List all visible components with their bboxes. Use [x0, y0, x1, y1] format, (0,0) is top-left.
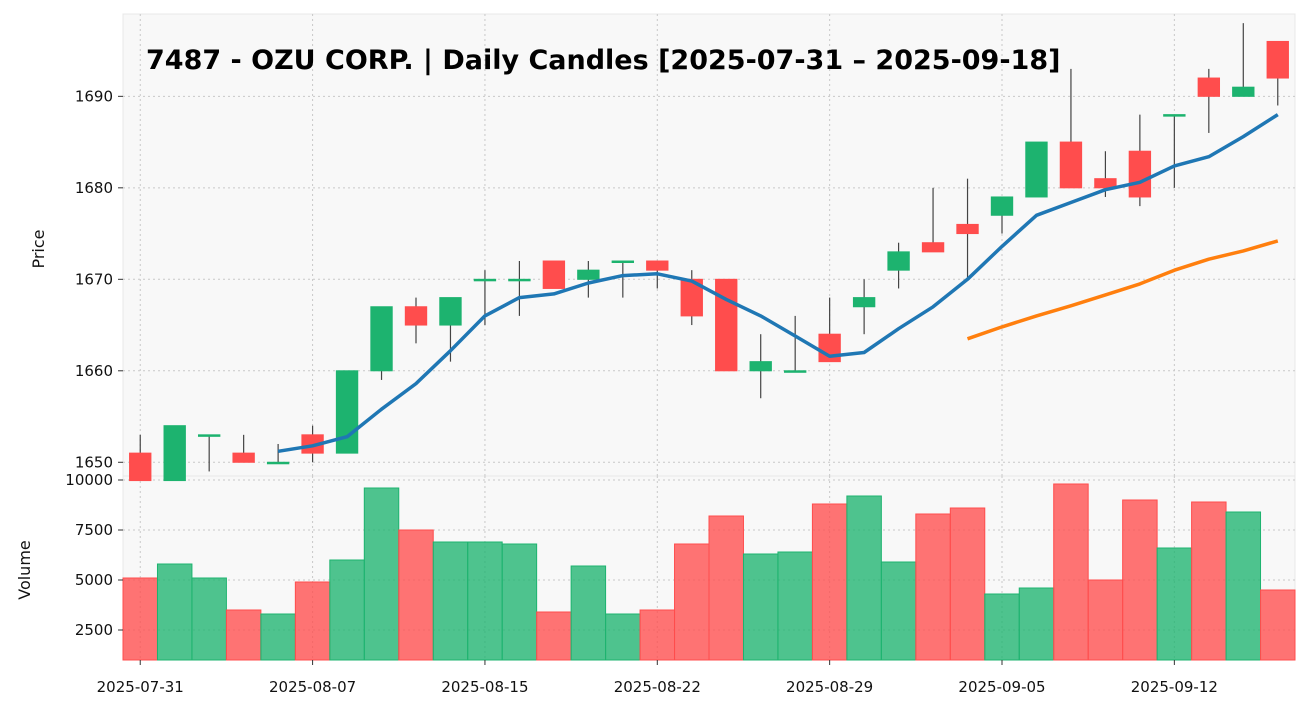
candle-body	[508, 278, 531, 282]
volume-bar	[329, 559, 365, 661]
volume-axis-ticks: 2500 5000 7500 10000	[65, 471, 123, 639]
volume-bar	[880, 561, 917, 661]
candle-body	[1197, 77, 1221, 97]
candle-body	[404, 306, 428, 326]
x-tick-label: 2025-08-22	[614, 678, 701, 696]
volume-bar	[260, 613, 296, 661]
volume-bar	[1087, 579, 1124, 661]
candle-body	[542, 260, 566, 289]
volume-bar	[1018, 587, 1055, 661]
volume-tick-label: 5000	[75, 571, 113, 589]
volume-bar	[1191, 501, 1227, 661]
volume-bar	[501, 543, 538, 661]
price-tick-label: 1690	[75, 87, 113, 105]
candle-body	[473, 278, 497, 282]
price-axis-title: Price	[29, 229, 48, 268]
x-tick-label: 2025-08-15	[441, 678, 528, 696]
candle-body	[1059, 141, 1083, 189]
ma-short-line	[277, 113, 1279, 454]
candle-body	[335, 370, 359, 454]
candle-body	[129, 452, 152, 482]
candle-body	[956, 223, 979, 235]
candle-body	[1232, 86, 1255, 97]
x-tick-label: 2025-08-29	[786, 678, 873, 696]
volume-bar	[225, 609, 262, 661]
candle-body	[783, 370, 807, 373]
volume-bar	[915, 513, 951, 661]
volume-bar	[777, 551, 813, 661]
candle-body	[1128, 150, 1152, 198]
volume-bar	[984, 593, 1020, 661]
candle-body	[1025, 141, 1048, 198]
volume-bar	[846, 495, 882, 661]
volume-bar	[467, 541, 503, 661]
volume-bar	[949, 507, 986, 661]
chart-title: 7487 - OZU CORP. | Daily Candles [2025-0…	[146, 45, 1060, 76]
candle-body	[370, 306, 393, 372]
x-axis-ticks: 2025-07-31 2025-08-07 2025-08-15 2025-08-22…	[97, 660, 1218, 696]
volume-tick-label: 7500	[75, 521, 113, 539]
candle-body	[990, 196, 1014, 216]
candle-body	[577, 269, 600, 280]
candle-body	[1094, 178, 1117, 189]
volume-bar	[122, 577, 158, 661]
price-axis-ticks: 1650 1660 1670 1680 1690	[75, 87, 123, 471]
volume-axis-title: Volume	[15, 540, 34, 600]
candle-body	[887, 251, 910, 271]
candle-body	[749, 361, 772, 372]
volume-bar	[363, 487, 400, 661]
price-grid	[123, 14, 1295, 476]
price-tick-label: 1660	[75, 362, 113, 380]
volume-bar	[294, 581, 331, 661]
volume-bar	[1156, 547, 1193, 661]
volume-bar	[1122, 499, 1158, 661]
candles	[129, 23, 1289, 482]
price-tick-label: 1680	[75, 179, 113, 197]
x-tick-label: 2025-07-31	[97, 678, 184, 696]
candle-body	[266, 461, 290, 465]
volume-bar	[605, 613, 641, 661]
volume-tick-label: 10000	[65, 471, 113, 489]
volume-bar	[1053, 483, 1089, 661]
x-tick-label: 2025-09-12	[1131, 678, 1218, 696]
x-tick-label: 2025-09-05	[958, 678, 1045, 696]
volume-tick-label: 2500	[75, 621, 113, 639]
price-tick-label: 1650	[75, 453, 113, 471]
volume-bar	[639, 609, 676, 661]
volume-bars	[122, 483, 1296, 661]
volume-bar	[1260, 589, 1296, 661]
volume-bar	[156, 563, 193, 661]
volume-bar	[191, 577, 227, 661]
volume-bar	[432, 541, 469, 661]
candle-body	[439, 297, 462, 326]
candle-body	[197, 434, 221, 437]
candle-body	[646, 260, 669, 271]
candle-body	[852, 297, 876, 308]
candle-body	[1163, 114, 1186, 117]
volume-bar	[536, 611, 572, 661]
volume-bar	[570, 565, 607, 661]
volume-bar	[742, 553, 779, 661]
candle-body	[921, 242, 945, 253]
volume-bar	[708, 515, 744, 661]
ma-long-line	[966, 239, 1279, 341]
candle-body	[232, 452, 255, 463]
x-tick-label: 2025-08-07	[269, 678, 356, 696]
moving-average-lines	[277, 113, 1279, 454]
candle-body	[611, 260, 635, 264]
volume-bar	[674, 543, 710, 661]
volume-bar	[398, 529, 434, 661]
candle-body	[163, 425, 186, 482]
candle-body	[715, 278, 738, 372]
volume-bar	[1225, 511, 1262, 661]
candle-body	[1266, 40, 1289, 79]
price-tick-label: 1670	[75, 270, 113, 288]
price-panel-background	[122, 13, 1296, 477]
volume-bar	[811, 503, 848, 661]
